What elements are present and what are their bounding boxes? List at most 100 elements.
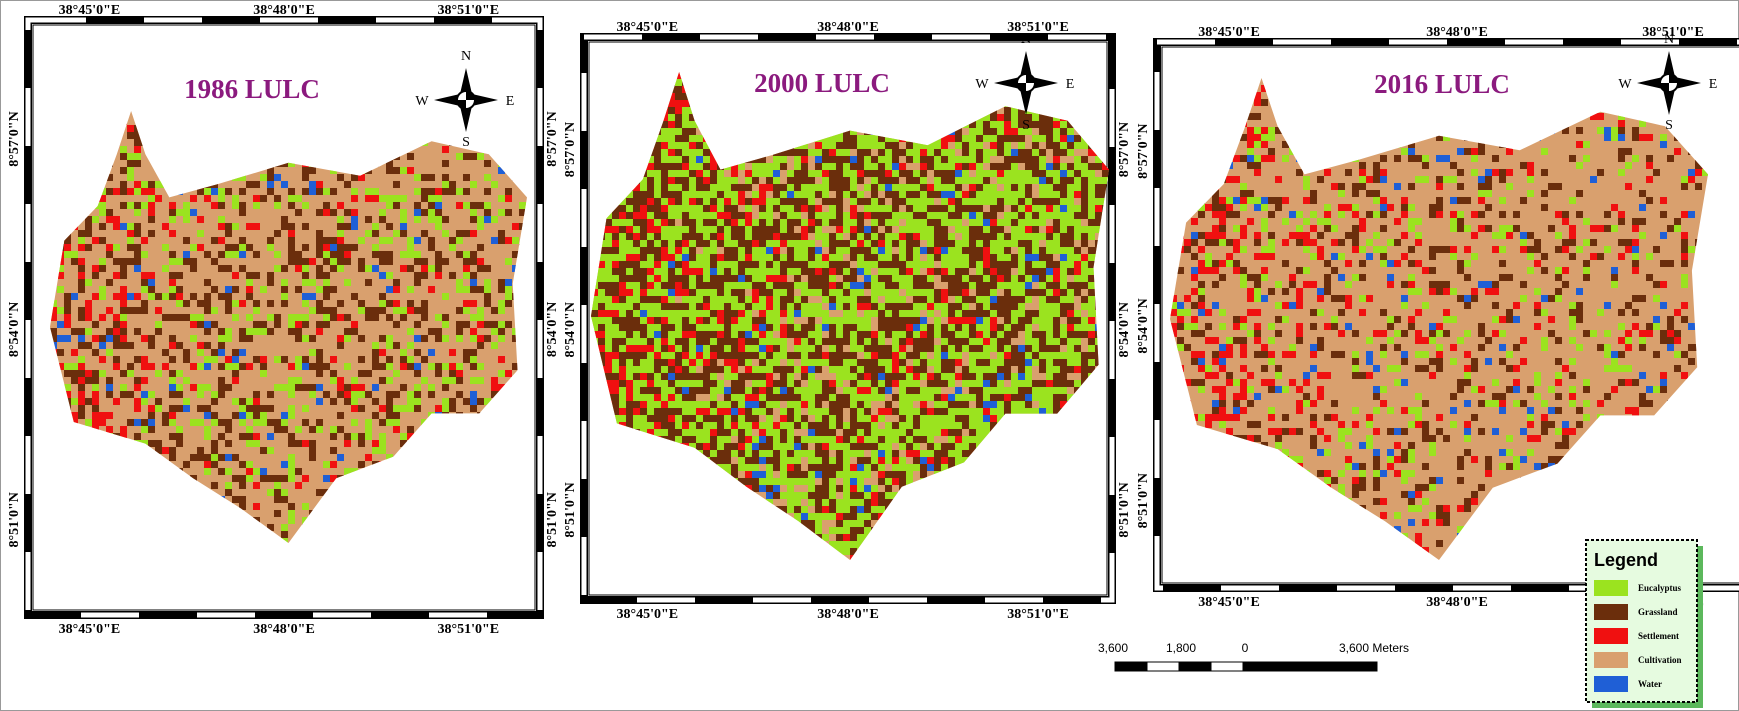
land-cell	[689, 254, 696, 261]
land-cell	[976, 282, 983, 289]
land-cell	[731, 310, 738, 317]
land-cell	[288, 510, 295, 517]
land-cell	[148, 216, 155, 223]
land-cell	[288, 517, 295, 524]
land-cell	[78, 272, 85, 279]
land-cell	[456, 377, 463, 384]
land-cell	[470, 153, 477, 160]
land-cell	[204, 342, 211, 349]
land-cell	[505, 258, 512, 265]
land-cell	[1025, 338, 1032, 345]
land-cell	[962, 331, 969, 338]
land-cell	[647, 289, 654, 296]
land-cell	[1074, 289, 1081, 296]
land-cell	[864, 268, 871, 275]
land-cell	[246, 328, 253, 335]
land-cell	[773, 338, 780, 345]
land-cell	[442, 293, 449, 300]
land-cell	[654, 198, 661, 205]
land-cell	[654, 338, 661, 345]
land-cell	[878, 219, 885, 226]
land-cell	[407, 265, 414, 272]
land-cell	[962, 205, 969, 212]
land-cell	[302, 440, 309, 447]
land-cell	[211, 440, 218, 447]
land-cell	[190, 195, 197, 202]
land-cell	[682, 359, 689, 366]
land-cell	[675, 268, 682, 275]
land-cell	[204, 461, 211, 468]
land-cell	[1004, 142, 1011, 149]
land-cell	[1067, 345, 1074, 352]
land-cell	[260, 412, 267, 419]
land-cell	[843, 240, 850, 247]
land-cell	[675, 352, 682, 359]
land-cell	[633, 317, 640, 324]
land-cell	[274, 384, 281, 391]
land-cell	[1081, 212, 1088, 219]
land-cell	[710, 282, 717, 289]
land-cell	[106, 328, 113, 335]
land-cell	[92, 216, 99, 223]
land-cell	[913, 156, 920, 163]
land-cell	[885, 366, 892, 373]
land-cell	[773, 303, 780, 310]
land-cell	[780, 226, 787, 233]
land-cell	[1053, 156, 1060, 163]
land-cell	[1011, 163, 1018, 170]
land-cell	[344, 391, 351, 398]
land-cell	[682, 121, 689, 128]
land-cell	[239, 237, 246, 244]
land-cell	[330, 377, 337, 384]
land-cell	[1081, 156, 1088, 163]
land-cell	[920, 177, 927, 184]
land-cell	[892, 219, 899, 226]
land-cell	[696, 352, 703, 359]
land-cell	[724, 261, 731, 268]
land-cell	[337, 342, 344, 349]
land-cell	[211, 188, 218, 195]
land-cell	[218, 454, 225, 461]
land-cell	[1032, 261, 1039, 268]
land-cell	[801, 282, 808, 289]
land-cell	[661, 366, 668, 373]
land-cell	[976, 331, 983, 338]
land-cell	[323, 202, 330, 209]
land-cell	[302, 174, 309, 181]
land-cell	[169, 314, 176, 321]
land-cell	[1067, 268, 1074, 275]
land-cell	[414, 363, 421, 370]
land-cell	[717, 205, 724, 212]
land-cell	[267, 174, 274, 181]
land-cell	[120, 307, 127, 314]
land-cell	[934, 352, 941, 359]
land-cell	[64, 321, 71, 328]
land-cell	[281, 412, 288, 419]
land-cell	[906, 219, 913, 226]
land-cell	[1018, 275, 1025, 282]
land-cell	[239, 328, 246, 335]
land-cell	[724, 205, 731, 212]
land-cell	[710, 233, 717, 240]
land-cell	[1053, 352, 1060, 359]
land-cell	[647, 366, 654, 373]
land-cell	[148, 342, 155, 349]
land-cell	[204, 363, 211, 370]
land-cell	[323, 272, 330, 279]
land-cell	[969, 310, 976, 317]
land-cell	[1081, 177, 1088, 184]
land-cell	[1074, 338, 1081, 345]
land-cell	[295, 251, 302, 258]
land-cell	[654, 254, 661, 261]
land-cell	[57, 286, 64, 293]
land-cell	[218, 349, 225, 356]
land-cell	[1088, 303, 1095, 310]
land-cell	[274, 356, 281, 363]
land-cell	[647, 345, 654, 352]
land-cell	[337, 426, 344, 433]
land-cell	[990, 359, 997, 366]
land-cell	[899, 184, 906, 191]
land-cell	[344, 440, 351, 447]
land-cell	[836, 373, 843, 380]
land-cell	[710, 170, 717, 177]
